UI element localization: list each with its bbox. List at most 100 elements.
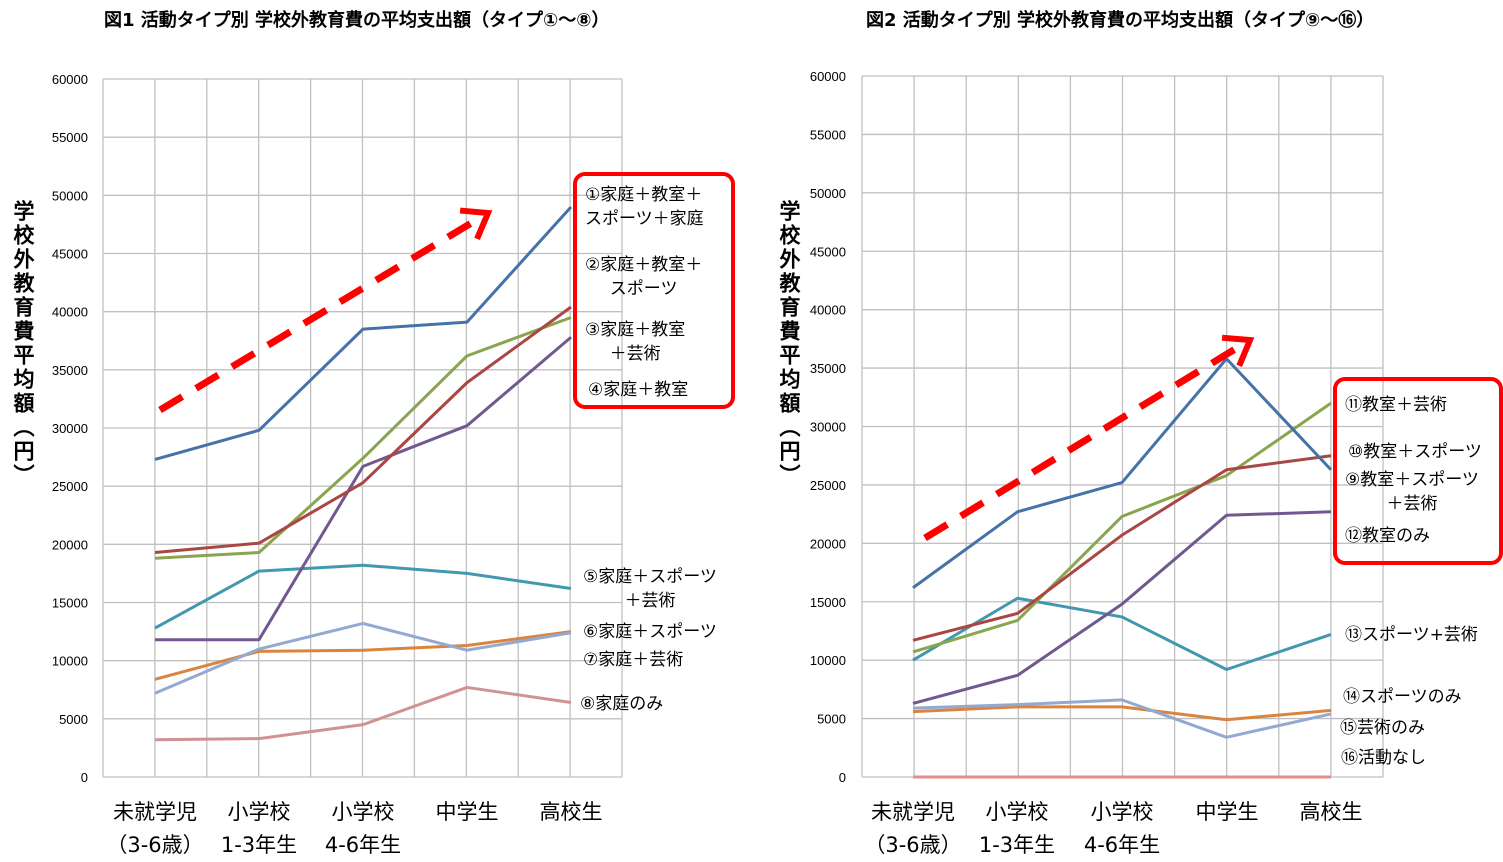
x-tick-label-line: 未就学児 <box>871 800 955 824</box>
x-tick-label: 中学生 <box>412 796 522 862</box>
y-tick-label: 60000 <box>810 69 846 84</box>
x-tick-label: 小学校 4-6年生 <box>1067 796 1177 862</box>
series-label: ⑬スポーツ+芸術 <box>1345 623 1478 647</box>
series-label: ⑩教室＋スポーツ <box>1348 440 1482 464</box>
x-tick-label-line <box>1276 829 1386 862</box>
series-label-line: ③家庭＋教室 <box>585 320 686 340</box>
x-tick-label-line: 高校生 <box>1299 800 1363 824</box>
trend-arrow-line <box>923 346 1237 541</box>
series-line <box>154 563 572 630</box>
series-label-line: ⑫教室のみ <box>1345 526 1430 546</box>
chart2-y-axis-title: 学校外教育費平均額（円） <box>777 200 801 488</box>
x-tick-label-line: 小学校 <box>227 800 291 824</box>
series-label: ⑦家庭＋芸術 <box>583 648 683 672</box>
x-tick-label-line: 1-3年生 <box>978 833 1056 857</box>
series-label-line: ⑦家庭＋芸術 <box>583 650 684 670</box>
series-label-line: ⑬スポーツ+芸術 <box>1345 625 1478 645</box>
series-line <box>912 401 1332 654</box>
series-line <box>154 205 573 461</box>
x-tick-label: 未就学児 （3-6歳） <box>858 796 968 862</box>
series-line <box>912 596 1332 672</box>
y-tick-label: 20000 <box>810 536 846 551</box>
series-line <box>154 621 572 695</box>
y-tick-label: 10000 <box>52 654 88 669</box>
series-label: ⑪教室＋芸術 <box>1345 393 1447 417</box>
series-label-line: ⑮芸術のみ <box>1340 718 1425 738</box>
series-label-line: ⑤家庭＋スポーツ <box>583 567 717 587</box>
x-tick-label-line: 中学生 <box>435 800 499 824</box>
y-tick-label: 50000 <box>52 188 88 203</box>
series-line <box>912 357 1333 589</box>
y-tick-label: 60000 <box>52 72 88 87</box>
y-tick-label: 45000 <box>810 244 846 259</box>
y-tick-label: 45000 <box>52 247 88 262</box>
y-tick-label: 0 <box>81 770 88 785</box>
y-tick-label: 25000 <box>810 478 846 493</box>
series-label: ①家庭＋教室＋ スポーツ＋家庭 <box>585 183 704 231</box>
y-tick-label: 15000 <box>810 595 846 610</box>
x-tick-label-line <box>412 829 522 862</box>
x-tick-label: 中学生 <box>1172 796 1282 862</box>
series-label-line: ⑨教室＋スポーツ <box>1345 470 1479 490</box>
x-tick-label-line: （3-6歳） <box>106 833 204 857</box>
series-line <box>155 336 572 642</box>
x-tick-label-line: 未就学児 <box>113 800 197 824</box>
x-tick-label-line <box>1172 829 1282 862</box>
y-tick-label: 5000 <box>817 712 846 727</box>
x-tick-label: 未就学児 （3-6歳） <box>100 796 210 862</box>
trend-arrow-head-icon <box>459 207 493 240</box>
y-tick-label: 5000 <box>59 712 88 727</box>
series-label: ⑫教室のみ <box>1345 524 1430 548</box>
series-line <box>912 705 1332 722</box>
series-label: ⑥家庭＋スポーツ <box>583 620 717 644</box>
x-tick-label-line: 4-6年生 <box>324 833 402 857</box>
series-line <box>912 454 1332 642</box>
series-label: ④家庭＋教室 <box>588 378 688 402</box>
series-label: ⑭スポーツのみ <box>1343 685 1462 709</box>
series-line <box>154 630 572 681</box>
series-label-line: ＋芸術 <box>1386 494 1438 514</box>
x-tick-label-line: 1-3年生 <box>220 833 298 857</box>
y-tick-label: 20000 <box>52 537 88 552</box>
y-tick-label: 30000 <box>52 421 88 436</box>
x-tick-label-line: 小学校 <box>1090 800 1154 824</box>
series-label-line: ④家庭＋教室 <box>588 380 689 400</box>
series-label-line: ⑯活動なし <box>1341 748 1426 768</box>
series-line <box>154 316 572 560</box>
series-line <box>912 510 1332 705</box>
y-tick-label: 55000 <box>52 130 88 145</box>
x-tick-label: 小学校 4-6年生 <box>308 796 418 862</box>
chart1-plot: 0 5000 10000 15000 20000 25000 30000 35000 40000… <box>52 72 623 785</box>
chart2-plot: 0 5000 10000 15000 20000 25000 30000 35000 40000… <box>810 69 1384 785</box>
series-label-line: ⑪教室＋芸術 <box>1345 395 1447 415</box>
x-tick-label-line: 小学校 <box>985 800 1049 824</box>
y-tick-label: 25000 <box>52 479 88 494</box>
y-tick-label: 10000 <box>810 653 846 668</box>
x-tick-label: 高校生 <box>516 796 626 862</box>
y-tick-label: 0 <box>839 770 846 785</box>
series-label: ⑤家庭＋スポーツ ＋芸術 <box>583 565 717 613</box>
x-tick-label-line: 中学生 <box>1195 800 1259 824</box>
series-label-line: ⑥家庭＋スポーツ <box>583 622 717 642</box>
y-tick-label: 50000 <box>810 186 846 201</box>
chart1-highlight-box <box>573 172 735 409</box>
series-line <box>154 685 572 742</box>
series-label-line: ⑧家庭のみ <box>580 694 664 714</box>
series-label-line: ＋芸術 <box>624 591 676 611</box>
y-tick-label: 55000 <box>810 127 846 142</box>
series-label: ⑧家庭のみ <box>580 692 663 716</box>
x-tick-label-line <box>516 829 626 862</box>
x-tick-label: 小学校 1-3年生 <box>204 796 314 862</box>
series-label: ②家庭＋教室＋ スポーツ <box>585 253 702 301</box>
chart2-highlight-box <box>1333 377 1503 565</box>
series-label: ⑨教室＋スポーツ ＋芸術 <box>1345 468 1479 516</box>
series-label-line: スポーツ <box>609 279 678 299</box>
series-label: ⑮芸術のみ <box>1340 716 1425 740</box>
series-line <box>154 305 572 554</box>
series-label-line: ①家庭＋教室＋ <box>585 185 703 205</box>
series-label-line: ②家庭＋教室＋ <box>585 255 703 275</box>
x-tick-label-line: 4-6年生 <box>1083 833 1161 857</box>
series-label-line: ⑭スポーツのみ <box>1343 687 1462 707</box>
series-line <box>912 698 1332 739</box>
